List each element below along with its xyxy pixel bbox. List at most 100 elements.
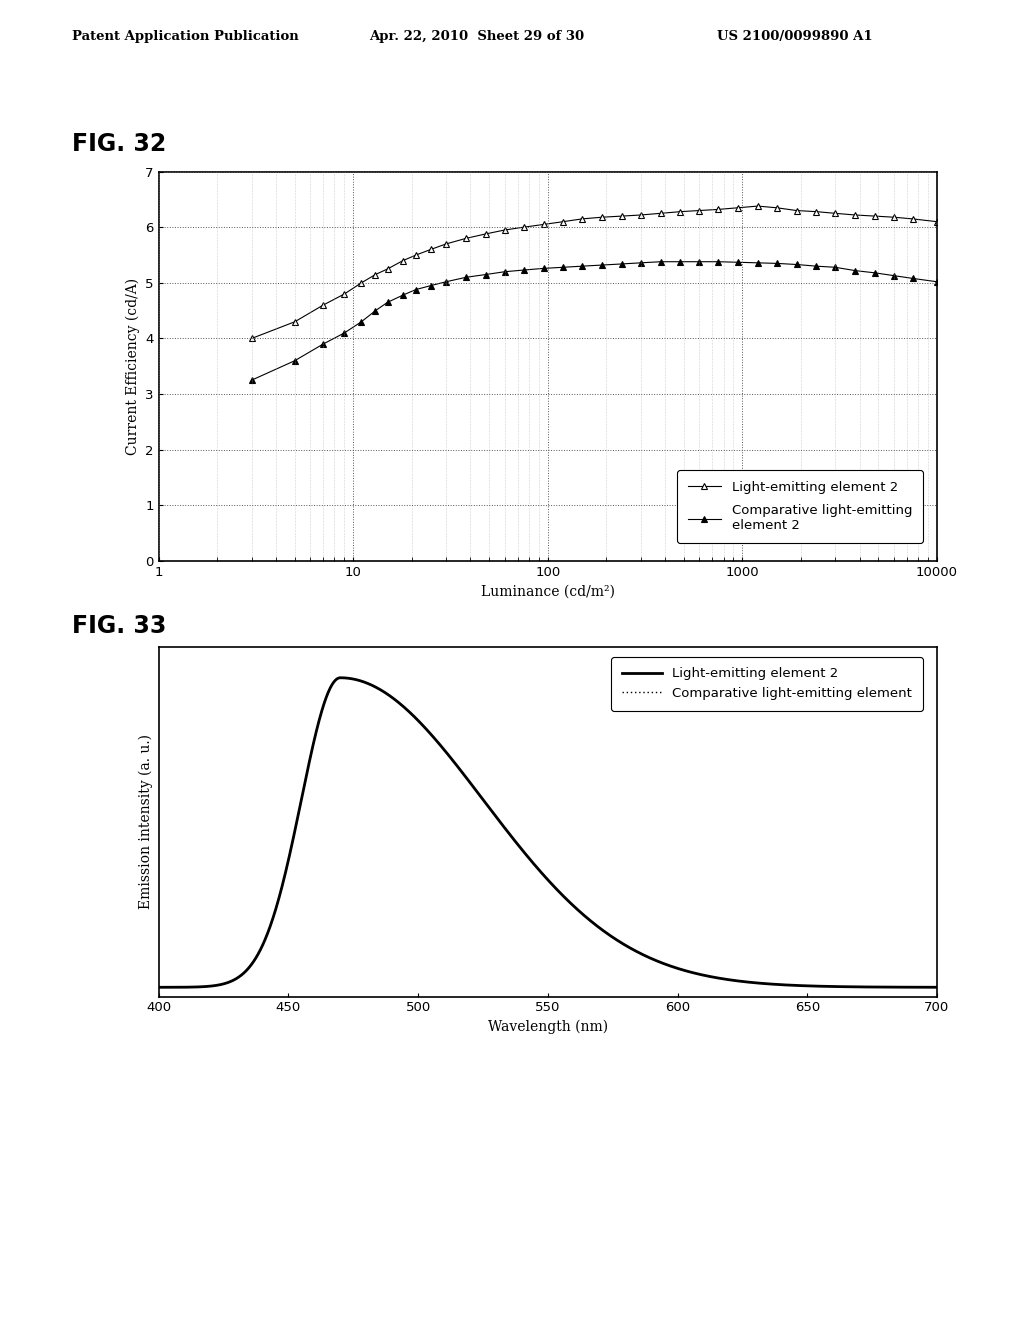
- Comparative light-emitting
element 2: [440, 273, 453, 289]
- Light-emitting element 2: [355, 275, 368, 290]
- Light-emitting element 2: [908, 979, 921, 995]
- Light-emitting element 2: [635, 207, 647, 223]
- Comparative light-emitting
element 2: [931, 273, 943, 289]
- Comparative light-emitting
element 2: [410, 281, 422, 297]
- Light-emitting element 2: [317, 297, 330, 313]
- Light-emitting element 2: [517, 219, 529, 235]
- Comparative light-emitting
element 2: [425, 277, 437, 293]
- Light-emitting element 2: [335, 669, 347, 685]
- Light-emitting element 2: [693, 203, 706, 219]
- Light-emitting element 2: [499, 222, 511, 238]
- Comparative light-emitting element: [766, 977, 778, 993]
- Light-emitting element 2: [752, 198, 764, 214]
- Comparative light-emitting
element 2: [732, 255, 744, 271]
- Comparative light-emitting
element 2: [849, 263, 861, 279]
- Comparative light-emitting
element 2: [888, 268, 900, 284]
- Light-emitting element 2: [289, 314, 301, 330]
- Light-emitting element 2: [531, 861, 544, 876]
- Light-emitting element 2: [868, 209, 881, 224]
- Line: Light-emitting element 2: Light-emitting element 2: [249, 203, 940, 342]
- Comparative light-emitting element: [908, 979, 921, 995]
- Comparative light-emitting
element 2: [635, 255, 647, 271]
- Comparative light-emitting
element 2: [810, 259, 822, 275]
- Comparative light-emitting element: [193, 979, 205, 995]
- Line: Comparative light-emitting element: Comparative light-emitting element: [159, 677, 937, 987]
- Light-emitting element 2: [906, 211, 919, 227]
- Light-emitting element 2: [381, 261, 393, 277]
- Comparative light-emitting
element 2: [674, 253, 686, 269]
- Y-axis label: Current Efficiency (cd/A): Current Efficiency (cd/A): [125, 277, 140, 455]
- Light-emitting element 2: [810, 203, 822, 219]
- Line: Light-emitting element 2: Light-emitting element 2: [159, 677, 937, 987]
- Light-emitting element 2: [931, 979, 943, 995]
- Comparative light-emitting
element 2: [338, 325, 350, 341]
- Light-emitting element 2: [615, 209, 628, 224]
- Light-emitting element 2: [440, 236, 453, 252]
- Comparative light-emitting
element 2: [712, 253, 724, 269]
- Comparative light-emitting
element 2: [829, 259, 842, 275]
- Comparative light-emitting
element 2: [246, 372, 258, 388]
- Comparative light-emitting element: [511, 836, 523, 851]
- Text: US 2100/0099890 A1: US 2100/0099890 A1: [717, 30, 872, 44]
- Light-emitting element 2: [425, 242, 437, 257]
- Legend: Light-emitting element 2, Comparative light-emitting element: Light-emitting element 2, Comparative li…: [611, 657, 923, 710]
- Comparative light-emitting
element 2: [868, 265, 881, 281]
- Light-emitting element 2: [596, 210, 608, 226]
- Comparative light-emitting
element 2: [538, 260, 550, 276]
- Comparative light-emitting
element 2: [752, 255, 764, 271]
- Comparative light-emitting
element 2: [317, 337, 330, 352]
- Comparative light-emitting
element 2: [397, 288, 410, 304]
- Light-emitting element 2: [153, 979, 165, 995]
- Comparative light-emitting
element 2: [289, 352, 301, 368]
- Comparative light-emitting
element 2: [906, 271, 919, 286]
- Light-emitting element 2: [338, 286, 350, 302]
- Light-emitting element 2: [479, 226, 492, 242]
- Light-emitting element 2: [931, 214, 943, 230]
- Comparative light-emitting
element 2: [460, 269, 472, 285]
- Y-axis label: Emission intensity (a. u.): Emission intensity (a. u.): [139, 734, 154, 909]
- Light-emitting element 2: [557, 214, 569, 230]
- Light-emitting element 2: [712, 202, 724, 218]
- Comparative light-emitting
element 2: [615, 256, 628, 272]
- Comparative light-emitting element: [531, 861, 544, 876]
- Light-emitting element 2: [766, 977, 778, 993]
- Light-emitting element 2: [511, 836, 523, 851]
- Light-emitting element 2: [829, 206, 842, 222]
- Text: Patent Application Publication: Patent Application Publication: [72, 30, 298, 44]
- Light-emitting element 2: [654, 206, 667, 222]
- Comparative light-emitting
element 2: [499, 264, 511, 280]
- Light-emitting element 2: [770, 199, 782, 215]
- Comparative light-emitting
element 2: [355, 314, 368, 330]
- Light-emitting element 2: [370, 267, 382, 282]
- X-axis label: Luminance (cd/m²): Luminance (cd/m²): [481, 585, 614, 598]
- Comparative light-emitting element: [335, 669, 347, 685]
- Light-emitting element 2: [193, 979, 205, 995]
- Comparative light-emitting element: [931, 979, 943, 995]
- Light-emitting element 2: [849, 207, 861, 223]
- Light-emitting element 2: [888, 210, 900, 226]
- Comparative light-emitting
element 2: [479, 267, 492, 282]
- Light-emitting element 2: [397, 252, 410, 268]
- Comparative light-emitting
element 2: [791, 256, 803, 272]
- Comparative light-emitting
element 2: [381, 294, 393, 310]
- Light-emitting element 2: [732, 199, 744, 215]
- Legend: Light-emitting element 2, Comparative light-emitting
element 2: Light-emitting element 2, Comparative li…: [678, 470, 923, 543]
- X-axis label: Wavelength (nm): Wavelength (nm): [487, 1020, 608, 1035]
- Light-emitting element 2: [538, 216, 550, 232]
- Comparative light-emitting
element 2: [693, 253, 706, 269]
- Text: Apr. 22, 2010  Sheet 29 of 30: Apr. 22, 2010 Sheet 29 of 30: [369, 30, 584, 44]
- Light-emitting element 2: [674, 203, 686, 219]
- Light-emitting element 2: [791, 203, 803, 219]
- Text: FIG. 32: FIG. 32: [72, 132, 166, 156]
- Comparative light-emitting
element 2: [575, 259, 588, 275]
- Comparative light-emitting
element 2: [557, 259, 569, 275]
- Comparative light-emitting
element 2: [596, 257, 608, 273]
- Comparative light-emitting
element 2: [370, 302, 382, 318]
- Comparative light-emitting element: [153, 979, 165, 995]
- Comparative light-emitting
element 2: [770, 256, 782, 272]
- Light-emitting element 2: [246, 330, 258, 346]
- Comparative light-emitting
element 2: [654, 253, 667, 269]
- Light-emitting element 2: [908, 979, 921, 995]
- Comparative light-emitting
element 2: [517, 263, 529, 279]
- Light-emitting element 2: [410, 247, 422, 263]
